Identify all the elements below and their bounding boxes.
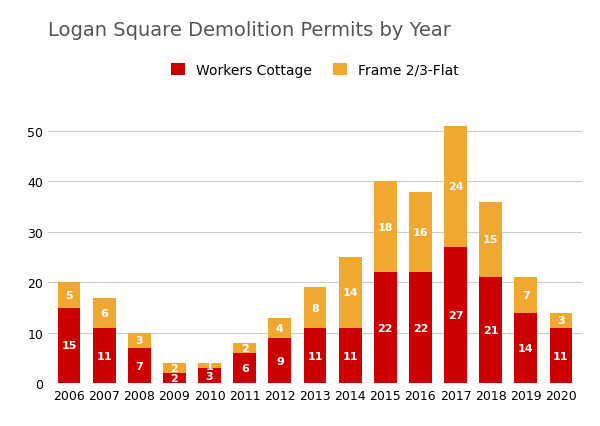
Bar [93,298,116,328]
Legend: Workers Cottage, Frame 2/3-Flat: Workers Cottage, Frame 2/3-Flat [171,63,459,78]
Text: 8: 8 [311,303,319,313]
Text: 24: 24 [448,182,463,192]
Bar [128,348,151,383]
Text: 3: 3 [557,316,565,325]
Bar [268,318,291,338]
Text: 14: 14 [518,343,533,353]
Bar [444,127,467,248]
Bar [233,353,256,383]
Bar [58,308,80,383]
Text: 1: 1 [206,361,214,371]
Bar [444,248,467,383]
Text: 6: 6 [100,308,108,318]
Text: 18: 18 [377,222,393,232]
Bar [304,288,326,328]
Text: 16: 16 [413,227,428,237]
Text: 3: 3 [206,371,214,381]
Text: 15: 15 [61,341,77,351]
Text: 7: 7 [522,290,530,300]
Bar [58,283,80,308]
Text: 11: 11 [307,351,323,361]
Bar [374,273,397,383]
Text: 7: 7 [136,361,143,371]
Bar [550,328,572,383]
Text: 22: 22 [377,323,393,333]
Bar [339,328,362,383]
Text: 6: 6 [241,363,248,373]
Bar [514,313,537,383]
Text: 11: 11 [553,351,569,361]
Bar [304,328,326,383]
Text: 9: 9 [276,356,284,366]
Text: 21: 21 [483,325,499,336]
Bar [514,278,537,313]
Text: 5: 5 [65,290,73,300]
Text: 2: 2 [170,363,178,373]
Bar [163,373,186,383]
Text: 15: 15 [483,235,499,245]
Text: 14: 14 [343,288,358,298]
Bar [268,338,291,383]
Bar [374,182,397,273]
Text: 11: 11 [97,351,112,361]
Bar [339,258,362,328]
Bar [128,333,151,348]
Bar [479,278,502,383]
Bar [409,192,432,273]
Bar [163,363,186,373]
Text: 3: 3 [136,336,143,345]
Bar [198,368,221,383]
Text: 2: 2 [170,373,178,383]
Text: Logan Square Demolition Permits by Year: Logan Square Demolition Permits by Year [48,21,451,40]
Text: 2: 2 [241,343,248,353]
Text: 4: 4 [276,323,284,333]
Bar [409,273,432,383]
Bar [550,313,572,328]
Bar [93,328,116,383]
Text: 11: 11 [343,351,358,361]
Bar [233,343,256,353]
Bar [479,202,502,278]
Text: 22: 22 [413,323,428,333]
Text: 27: 27 [448,311,463,320]
Bar [198,363,221,368]
